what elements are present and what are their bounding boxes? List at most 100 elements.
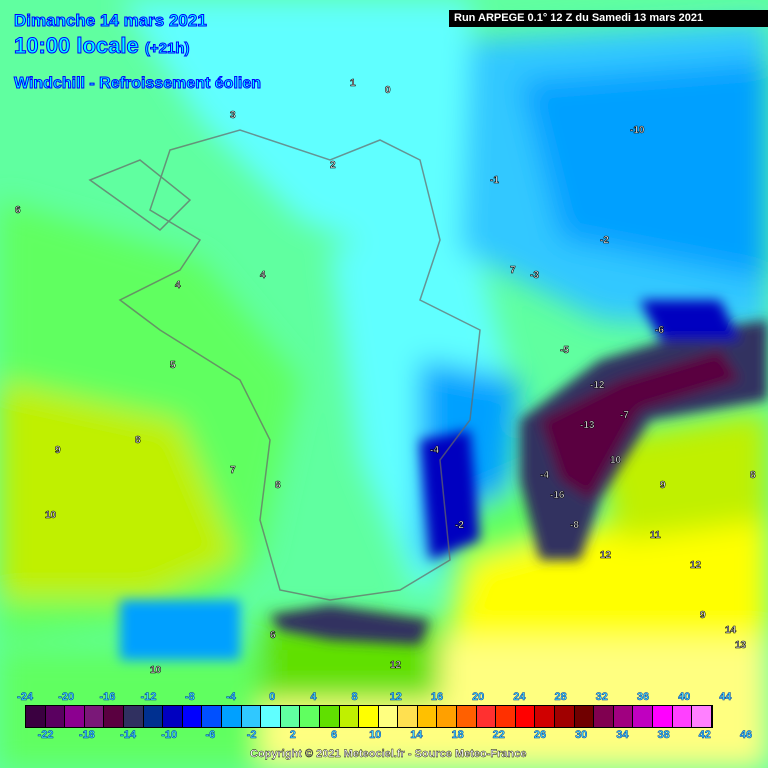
contour-label: 12 bbox=[600, 550, 612, 562]
legend-swatch bbox=[574, 706, 595, 727]
legend-swatch bbox=[378, 706, 399, 727]
contour-label: 11 bbox=[650, 530, 661, 542]
contour-label: 13 bbox=[735, 640, 747, 652]
contour-label: 4 bbox=[175, 280, 181, 292]
contour-label: -6 bbox=[655, 325, 665, 337]
legend-swatch bbox=[182, 706, 203, 727]
contour-label: 8 bbox=[750, 470, 756, 482]
parameter-title: Windchill - Refroissement éolien bbox=[13, 75, 262, 93]
legend-swatch bbox=[84, 706, 105, 727]
contour-label: -8 bbox=[570, 520, 580, 532]
contour-label: 6 bbox=[15, 205, 21, 217]
legend-bottom-label: 30 bbox=[575, 729, 588, 742]
forecast-time: 10:00 locale (+21h) bbox=[14, 33, 190, 59]
forecast-hour: 10:00 locale bbox=[14, 33, 140, 59]
legend-swatch bbox=[555, 706, 575, 727]
legend-top-label: -24 bbox=[17, 691, 33, 704]
legend-bottom-label: -14 bbox=[120, 729, 136, 742]
legend-swatch bbox=[241, 706, 262, 727]
legend-swatch bbox=[672, 706, 693, 727]
contour-label: 9 bbox=[660, 480, 666, 492]
legend-swatch bbox=[261, 706, 281, 727]
contour-label: -13 bbox=[580, 420, 595, 432]
legend-top-label: 36 bbox=[636, 691, 650, 704]
legend-swatch bbox=[457, 706, 477, 727]
legend-bottom-label: -10 bbox=[161, 729, 178, 742]
contour-label: 1 bbox=[350, 78, 356, 90]
run-info: Run ARPEGE 0.1° 12 Z du Samedi 13 mars 2… bbox=[449, 10, 768, 27]
legend-bottom-label: 46 bbox=[739, 729, 753, 742]
contour-label: 2 bbox=[330, 160, 336, 172]
contour-label: 10 bbox=[150, 665, 162, 677]
legend-bottom-label: 10 bbox=[369, 729, 382, 742]
legend-top-label: -8 bbox=[184, 691, 195, 704]
legend-swatch bbox=[143, 706, 164, 727]
contour-label: -2 bbox=[455, 520, 465, 532]
legend-swatch bbox=[417, 706, 438, 727]
legend-top-label: 0 bbox=[269, 691, 276, 704]
contour-label: 4 bbox=[260, 270, 266, 282]
legend-swatch bbox=[594, 706, 614, 727]
contour-label: -12 bbox=[590, 380, 605, 392]
legend-swatch bbox=[515, 706, 536, 727]
legend-swatch bbox=[535, 706, 556, 727]
contour-label: 5 bbox=[170, 360, 176, 372]
legend-swatch bbox=[300, 706, 320, 727]
contour-label: 8 bbox=[135, 435, 141, 447]
legend-swatch bbox=[104, 706, 124, 727]
contour-label: 9 bbox=[700, 610, 706, 622]
legend-top-label: 44 bbox=[719, 691, 732, 704]
legend-top-label: 4 bbox=[310, 691, 317, 704]
legend-swatch bbox=[280, 706, 301, 727]
contour-label: -10 bbox=[630, 125, 645, 137]
contour-label: 10 bbox=[610, 455, 622, 467]
contour-label: -2 bbox=[600, 235, 610, 247]
legend-bottom-label: -6 bbox=[205, 729, 216, 742]
legend-top-label: 40 bbox=[678, 691, 691, 704]
legend-bottom-label: 18 bbox=[451, 729, 464, 742]
legend-top-label: 28 bbox=[554, 691, 567, 704]
legend-swatch bbox=[26, 706, 46, 727]
legend-swatch bbox=[437, 706, 458, 727]
legend-swatch bbox=[202, 706, 222, 727]
contour-label: 7 bbox=[510, 265, 516, 277]
legend-bottom-label: 38 bbox=[657, 729, 670, 742]
contour-label: 10 bbox=[45, 510, 57, 522]
contour-label: -16 bbox=[550, 490, 565, 502]
legend-swatch bbox=[319, 706, 340, 727]
color-scale-legend bbox=[25, 705, 713, 728]
legend-swatch bbox=[123, 706, 144, 727]
contour-label: -1 bbox=[490, 175, 500, 187]
legend-swatch bbox=[692, 706, 712, 727]
legend-swatch bbox=[613, 706, 634, 727]
legend-swatch bbox=[65, 706, 85, 727]
contour-label: 14 bbox=[725, 625, 737, 637]
contour-label: 0 bbox=[385, 85, 391, 97]
contour-label: -4 bbox=[430, 445, 440, 457]
legend-top-label: 8 bbox=[351, 691, 358, 704]
legend-swatch bbox=[653, 706, 673, 727]
contour-label: 7 bbox=[230, 465, 236, 477]
legend-top-label: -16 bbox=[99, 691, 116, 704]
contour-label: -5 bbox=[560, 345, 570, 357]
legend-bottom-label: -22 bbox=[37, 729, 54, 742]
contour-label: -7 bbox=[620, 410, 630, 422]
legend-top-label: 12 bbox=[389, 691, 402, 704]
legend-swatch bbox=[476, 706, 497, 727]
legend-swatch bbox=[163, 706, 183, 727]
legend-top-label: -20 bbox=[58, 691, 75, 704]
legend-top-label: 24 bbox=[513, 691, 526, 704]
contour-label: 12 bbox=[690, 560, 702, 572]
contour-label: -4 bbox=[540, 470, 550, 482]
contour-label: 8 bbox=[275, 480, 281, 492]
legend-top-label: 20 bbox=[472, 691, 485, 704]
legend-bottom-label: 2 bbox=[289, 729, 296, 742]
contour-label: -3 bbox=[530, 270, 540, 282]
legend-swatch bbox=[339, 706, 360, 727]
contour-label: 12 bbox=[390, 660, 402, 672]
legend-bottom-label: 22 bbox=[492, 729, 505, 742]
legend-top-label: 16 bbox=[430, 691, 444, 704]
legend-swatch bbox=[359, 706, 379, 727]
legend-bottom-label: -2 bbox=[246, 729, 257, 742]
legend-bottom-label: 6 bbox=[330, 729, 338, 742]
